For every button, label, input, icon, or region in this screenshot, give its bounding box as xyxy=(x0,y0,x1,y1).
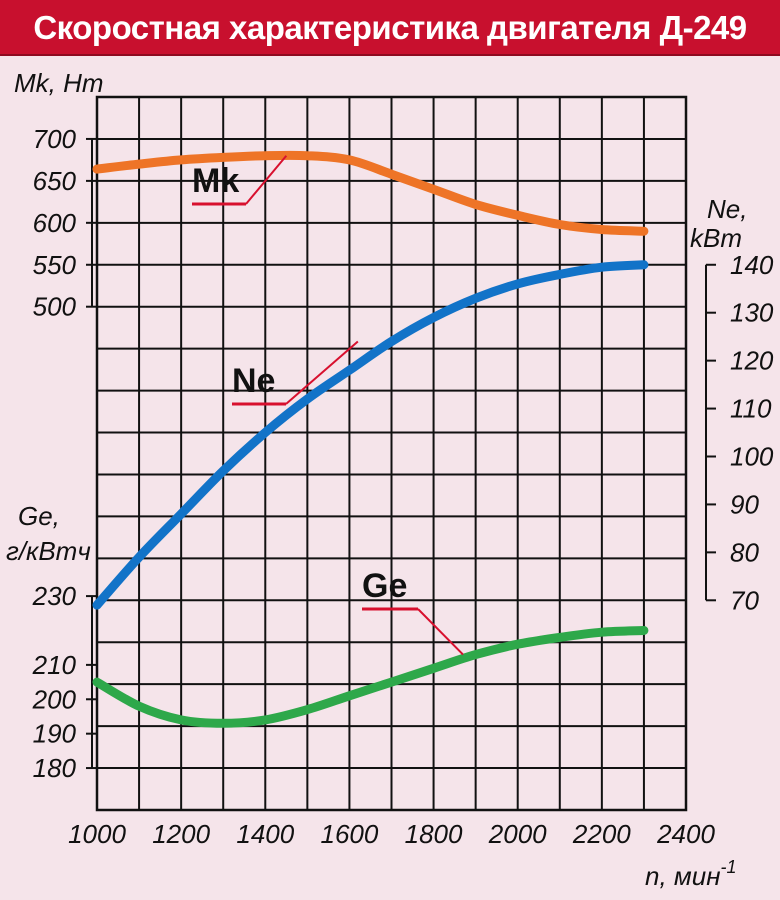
ge-tick-label: 190 xyxy=(33,719,77,749)
ne-tick-label: 90 xyxy=(730,489,759,519)
ge-tick-label: 200 xyxy=(32,684,77,714)
ge-tick-label: 180 xyxy=(33,753,77,783)
chart-canvas: 1000 1200 1400 1600 1800 2000 2200 2400 500 550 60… xyxy=(6,68,774,891)
label-ge-leader xyxy=(417,608,464,656)
x-tick-label: 2000 xyxy=(488,819,547,849)
label-ge: Ge xyxy=(362,567,407,605)
x-tick-label: 1800 xyxy=(405,819,463,849)
series-ne-line xyxy=(92,260,649,610)
ne-tick-label: 70 xyxy=(730,585,759,615)
grid xyxy=(95,95,688,812)
series-ge-line xyxy=(92,626,649,728)
label-mk: Mk xyxy=(192,162,239,200)
x-tick-label: 1200 xyxy=(152,819,210,849)
mk-tick-label: 500 xyxy=(33,292,77,322)
chart-title: Скоростная характеристика двигателя Д-24… xyxy=(0,0,780,56)
ne-tick-label: 140 xyxy=(730,250,774,280)
axes: 1000 1200 1400 1600 1800 2000 2200 2400 500 550 60… xyxy=(32,124,774,849)
ne-tick-label: 100 xyxy=(730,441,774,471)
mk-tick-label: 600 xyxy=(33,208,77,238)
series-mk-line xyxy=(92,150,649,236)
ne-tick-label: 80 xyxy=(730,537,759,567)
x-tick-label: 1000 xyxy=(68,819,126,849)
mk-tick-label: 650 xyxy=(33,166,77,196)
ne-axis-label-line1: Ne, xyxy=(707,194,747,224)
x-axis-label: n, мин-1 xyxy=(645,857,737,891)
mk-tick-label: 700 xyxy=(33,124,77,154)
ne-axis-label-line2: kBm xyxy=(690,223,742,253)
mk-tick-label: 550 xyxy=(33,250,77,280)
ne-tick-label: 110 xyxy=(730,394,772,424)
x-tick-label: 1400 xyxy=(236,819,294,849)
x-tick-label: 2400 xyxy=(656,819,715,849)
series xyxy=(92,150,649,728)
label-ne: Ne xyxy=(232,362,275,400)
ne-tick-label: 130 xyxy=(730,298,774,328)
label-ne-leader xyxy=(285,340,359,405)
x-axis-label-text: n, мин xyxy=(645,861,721,891)
label-mk-leader xyxy=(245,155,288,205)
x-tick-label: 1600 xyxy=(321,819,379,849)
ge-axis-label-line2: г/кВтч xyxy=(6,536,91,566)
ne-tick-label: 120 xyxy=(730,346,774,376)
ge-tick-label: 230 xyxy=(32,581,77,611)
ge-tick-label: 210 xyxy=(32,650,77,680)
curve-labels: Mk Ne Ge xyxy=(192,155,464,656)
x-tick-label: 2200 xyxy=(572,819,631,849)
ge-axis-label-line1: Ge, xyxy=(18,501,60,531)
x-axis-label-superscript: -1 xyxy=(721,857,737,877)
mk-axis-label: Mk, Hm xyxy=(14,68,104,98)
